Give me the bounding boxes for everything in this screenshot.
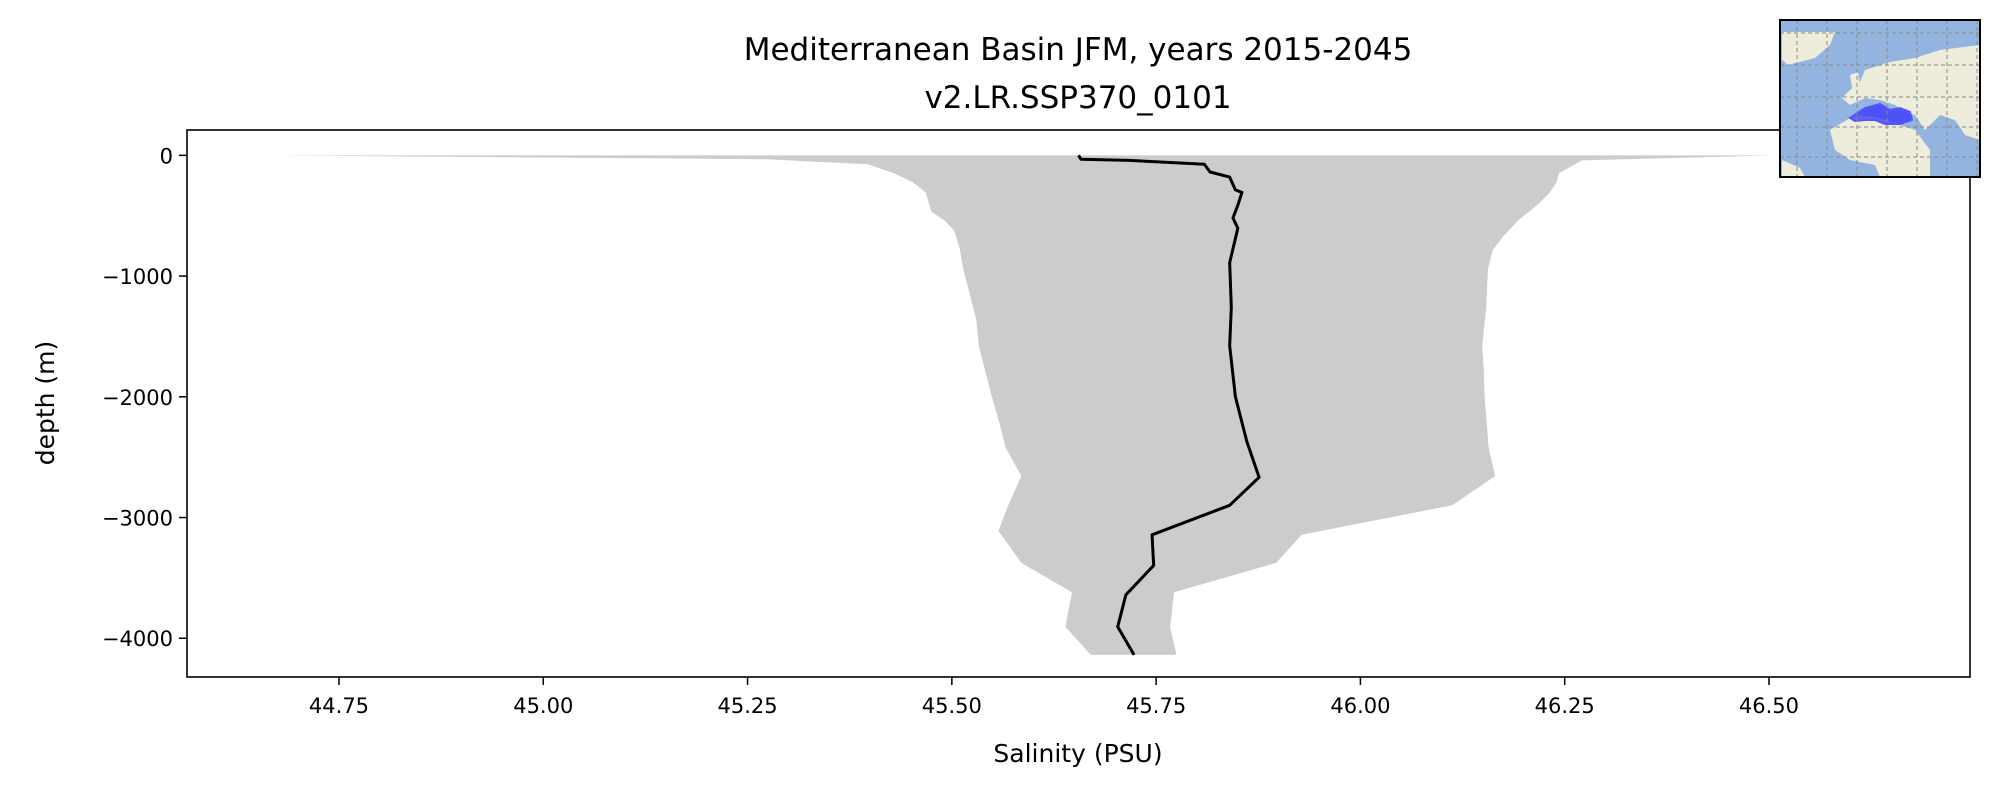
x-axis-label: Salinity (PSU) bbox=[993, 739, 1162, 768]
x-tick-label: 46.50 bbox=[1739, 694, 1799, 718]
chart-title: Mediterranean Basin JFM, years 2015-2045 bbox=[744, 32, 1413, 68]
axes-frame bbox=[186, 129, 1971, 678]
y-tick-label: −4000 bbox=[102, 627, 173, 651]
x-tick-label: 45.75 bbox=[1126, 694, 1186, 718]
y-tick-label: 0 bbox=[160, 144, 173, 168]
x-axis-ticks: 44.75 45.00 45.25 45.50 45.75 46.00 46.25 46.50 bbox=[309, 677, 1799, 718]
plot-area bbox=[272, 154, 1774, 656]
mean-salinity-line bbox=[1077, 154, 1261, 656]
inset-map-gridlines bbox=[1780, 20, 1980, 177]
y-axis-ticks: 0 −1000 −2000 −3000 −4000 bbox=[102, 144, 187, 651]
y-tick-label: −2000 bbox=[102, 386, 173, 410]
y-tick-label: −3000 bbox=[102, 507, 173, 531]
x-tick-label: 45.50 bbox=[922, 694, 982, 718]
chart-subtitle: v2.LR.SSP370_0101 bbox=[924, 80, 1231, 116]
x-tick-label: 44.75 bbox=[309, 694, 369, 718]
inset-map-mediterranean-region bbox=[1848, 102, 1914, 125]
y-tick-label: −1000 bbox=[102, 265, 173, 289]
x-tick-label: 46.25 bbox=[1535, 694, 1595, 718]
x-tick-label: 45.25 bbox=[717, 694, 777, 718]
inset-map-frame bbox=[1779, 19, 1981, 178]
x-tick-label: 45.00 bbox=[513, 694, 573, 718]
x-tick-label: 46.00 bbox=[1330, 694, 1390, 718]
range-band bbox=[272, 155, 1774, 655]
y-axis-label: depth (m) bbox=[31, 341, 60, 466]
inset-map bbox=[1779, 19, 1981, 178]
